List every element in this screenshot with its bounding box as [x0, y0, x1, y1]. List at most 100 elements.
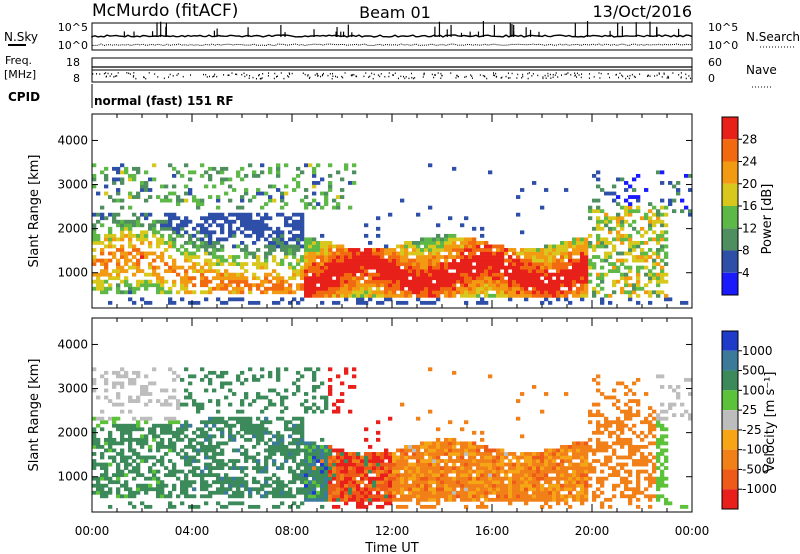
velocity-cell — [452, 469, 457, 474]
power-cell — [648, 255, 653, 259]
velocity-cell — [296, 490, 301, 495]
power-cell — [316, 255, 321, 259]
power-cell — [364, 258, 369, 263]
freq-dot — [342, 76, 344, 79]
power-cell — [316, 293, 321, 298]
power-cell — [652, 223, 657, 228]
velocity-cell — [144, 392, 149, 396]
power-cell — [232, 279, 237, 284]
velocity-cell — [504, 476, 509, 481]
power-cell — [408, 283, 413, 288]
velocity-cell — [552, 494, 557, 499]
power-cell — [444, 258, 449, 263]
velocity-cell — [564, 497, 569, 502]
velocity-cell — [348, 483, 353, 488]
power-cell — [348, 276, 353, 281]
power-cell — [112, 244, 117, 249]
velocity-cell — [424, 504, 429, 509]
power-cell — [640, 226, 645, 231]
velocity-cell — [100, 444, 105, 449]
velocity-cell — [448, 487, 453, 492]
power-cell — [384, 279, 389, 284]
power-cell — [160, 258, 165, 263]
power-cell — [348, 248, 353, 252]
power-cell — [196, 244, 201, 249]
velocity-cell — [328, 455, 333, 460]
power-cell — [580, 255, 585, 259]
power-cell — [396, 265, 401, 270]
power-cell — [188, 240, 193, 245]
power-cell — [652, 262, 657, 266]
power-cell — [336, 286, 341, 291]
velocity-cell — [540, 490, 545, 495]
power-cell — [464, 244, 469, 249]
freq-dot — [314, 74, 316, 76]
velocity-cell — [232, 480, 237, 485]
velocity-cell — [544, 476, 549, 481]
power-cell — [132, 244, 137, 249]
velocity-cell — [508, 501, 513, 506]
power-cell — [600, 188, 605, 192]
velocity-cell — [196, 473, 201, 478]
power-cell — [232, 230, 237, 235]
velocity-cell — [552, 448, 557, 453]
power-cell — [444, 279, 449, 284]
velocity-cell — [408, 490, 413, 495]
power-cell — [628, 212, 633, 217]
velocity-cell — [512, 497, 517, 502]
power-cell — [500, 272, 505, 277]
velocity-cell — [204, 452, 209, 456]
power-cell — [220, 276, 225, 281]
power-cell — [280, 212, 285, 217]
power-cell — [528, 272, 533, 277]
power-cell — [536, 283, 541, 288]
velocity-cell — [208, 490, 213, 495]
power-cell — [432, 262, 437, 266]
velocity-cell — [516, 416, 521, 421]
power-cell — [408, 286, 413, 291]
power-cell — [392, 293, 397, 298]
velocity-cell — [492, 473, 497, 478]
power-cell — [584, 283, 589, 288]
power-cell — [256, 237, 261, 242]
power-cell — [440, 237, 445, 242]
power-cell — [148, 188, 153, 192]
velocity-cell — [300, 469, 305, 474]
velocity-cell — [556, 476, 561, 481]
power-cell — [320, 272, 325, 277]
velocity-cell — [184, 402, 189, 407]
velocity-cell — [612, 388, 617, 393]
power-cell — [136, 237, 141, 242]
velocity-cell — [136, 395, 141, 400]
power-cell — [296, 166, 301, 171]
velocity-cell — [272, 480, 277, 485]
power-cell — [264, 265, 269, 270]
velocity-cell — [628, 409, 633, 414]
power-cell — [252, 262, 257, 266]
power-cell — [532, 251, 537, 256]
power-cell — [644, 283, 649, 288]
power-cell — [92, 163, 97, 168]
power-cell — [256, 300, 261, 305]
velocity-cell — [264, 427, 269, 432]
power-cell — [396, 258, 401, 263]
velocity-cell — [420, 459, 425, 463]
power-cell — [616, 269, 621, 274]
velocity-cell — [160, 423, 165, 428]
velocity-cell — [544, 459, 549, 463]
power-cell — [540, 251, 545, 256]
velocity-cell — [368, 455, 373, 460]
power-cell — [628, 297, 633, 302]
freq-dot — [423, 72, 425, 75]
velocity-cell — [412, 480, 417, 485]
velocity-cell — [216, 476, 221, 481]
velocity-cell — [204, 494, 209, 499]
power-cell — [644, 251, 649, 256]
power-cell — [372, 279, 377, 284]
power-cell — [244, 223, 249, 228]
freq-dot — [658, 73, 660, 75]
velocity-cell — [132, 427, 137, 432]
power-cell — [232, 297, 237, 302]
power-cell — [152, 223, 157, 228]
power-cell — [348, 255, 353, 259]
